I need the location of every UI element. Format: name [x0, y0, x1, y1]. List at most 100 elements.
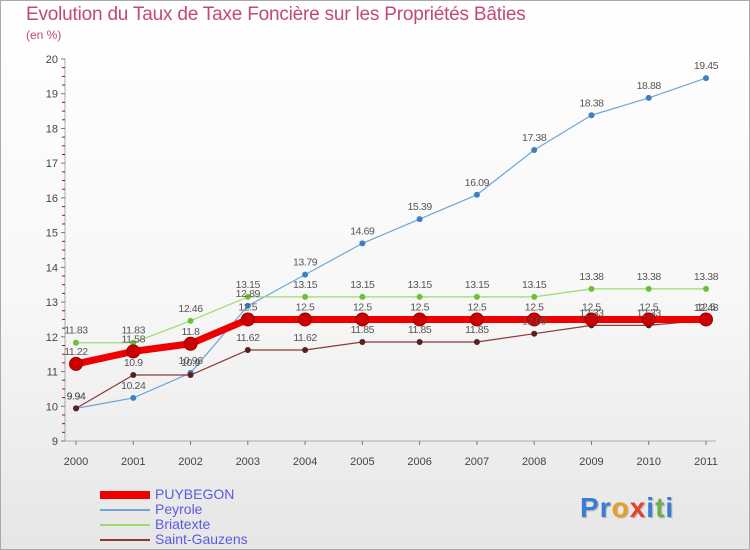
- data-label-puybegon: 12.5: [296, 301, 315, 313]
- data-label-briatexte: 13.15: [293, 279, 318, 291]
- data-point-saint-gauzens: [244, 347, 251, 354]
- data-point-puybegon: [584, 312, 599, 327]
- data-label-saint-gauzens: 12.33: [579, 307, 604, 319]
- data-label-briatexte: 13.15: [350, 279, 375, 291]
- y-tick-label: 11: [47, 367, 58, 379]
- legend-swatch-puybegon: [100, 491, 150, 499]
- data-label-saint-gauzens: 9.94: [67, 390, 86, 402]
- data-point-saint-gauzens: [302, 347, 309, 354]
- data-label-briatexte: 13.15: [407, 279, 432, 291]
- data-point-briatexte: [359, 293, 366, 300]
- data-label-puybegon: 11.58: [122, 333, 146, 345]
- x-tick-label: 2006: [407, 456, 431, 468]
- logo-letter: x: [629, 492, 647, 523]
- data-label-saint-gauzens: 12.48: [694, 302, 719, 314]
- data-point-saint-gauzens: [359, 339, 366, 346]
- y-tick-label: 9: [52, 436, 58, 448]
- data-label-briatexte: 11.83: [64, 325, 88, 337]
- data-label-briatexte: 12.46: [178, 303, 203, 315]
- data-label-saint-gauzens: 11.62: [293, 332, 317, 344]
- data-point-puybegon: [298, 312, 313, 327]
- data-point-peyrole: [531, 146, 538, 153]
- data-point-puybegon: [641, 312, 656, 327]
- logo-letter: i: [646, 492, 656, 523]
- data-label-puybegon: 12.5: [353, 301, 372, 313]
- data-label-peyrole: 12.89: [236, 288, 261, 300]
- data-label-puybegon: 12.5: [467, 301, 486, 313]
- y-tick-label: 15: [46, 228, 58, 240]
- data-point-briatexte: [703, 285, 709, 292]
- data-point-peyrole: [703, 75, 709, 82]
- data-label-briatexte: 13.38: [694, 271, 719, 283]
- legend-label-saint-gauzens: Saint-Gauzens: [155, 531, 248, 547]
- series-line-briatexte: [75, 288, 707, 344]
- y-tick-label: 13: [46, 297, 58, 309]
- y-tick-label: 10: [46, 401, 58, 413]
- x-tick-label: 2008: [522, 456, 546, 468]
- legend-swatch-briatexte: [100, 524, 150, 526]
- data-point-puybegon: [240, 312, 255, 327]
- data-label-saint-gauzens: 10.9: [124, 357, 143, 369]
- data-point-briatexte: [130, 339, 137, 346]
- data-point-puybegon: [69, 356, 83, 371]
- logo-letter: t: [655, 492, 666, 523]
- data-label-briatexte: 13.15: [465, 279, 490, 291]
- data-point-puybegon: [412, 312, 427, 327]
- data-label-peyrole: 10.96: [178, 355, 203, 367]
- data-point-puybegon: [355, 312, 370, 327]
- logo-letter: i: [665, 492, 675, 523]
- data-point-peyrole: [359, 240, 366, 247]
- y-tick-label: 20: [46, 54, 58, 66]
- data-point-saint-gauzens: [473, 339, 480, 346]
- data-label-saint-gauzens: 11.85: [465, 324, 489, 336]
- data-label-puybegon: 11.8: [182, 326, 201, 338]
- data-label-peyrole: 15.39: [407, 201, 432, 213]
- data-label-saint-gauzens: 11.85: [351, 324, 375, 336]
- x-tick-label: 2011: [694, 456, 718, 468]
- data-point-puybegon: [527, 312, 542, 327]
- data-point-briatexte: [473, 293, 480, 300]
- data-point-saint-gauzens: [130, 372, 137, 379]
- data-point-briatexte: [73, 339, 79, 346]
- data-label-puybegon: 12.5: [639, 301, 658, 313]
- legend-swatch-saint-gauzens: [100, 539, 150, 541]
- x-tick-label: 2004: [293, 456, 317, 468]
- data-label-briatexte: 13.38: [637, 271, 662, 283]
- x-tick-label: 2003: [236, 456, 260, 468]
- data-point-briatexte: [531, 293, 538, 300]
- logo-letter: r: [599, 492, 612, 523]
- data-point-briatexte: [588, 285, 595, 292]
- data-label-peyrole: 18.88: [637, 80, 662, 92]
- x-tick-label: 2007: [465, 456, 489, 468]
- legend-swatch-peyrole: [100, 509, 150, 511]
- data-point-saint-gauzens: [416, 339, 423, 346]
- data-point-puybegon: [469, 312, 484, 327]
- chart-title: Evolution du Taux de Taxe Foncière sur l…: [26, 4, 526, 25]
- y-tick-label: 19: [46, 89, 58, 101]
- data-point-saint-gauzens: [73, 405, 79, 412]
- data-label-briatexte: 13.38: [579, 271, 604, 283]
- data-point-saint-gauzens: [531, 330, 538, 337]
- data-label-peyrole: 19.45: [694, 60, 719, 72]
- y-tick-label: 14: [46, 262, 58, 274]
- data-label-saint-gauzens: 11.62: [236, 332, 260, 344]
- data-label-saint-gauzens: 12.33: [637, 307, 662, 319]
- data-point-briatexte: [187, 317, 194, 324]
- data-point-briatexte: [416, 293, 423, 300]
- data-label-briatexte: 13.15: [236, 279, 261, 291]
- legend-label-briatexte: Briatexte: [155, 516, 211, 532]
- y-tick-label: 16: [46, 193, 58, 205]
- data-label-puybegon: 12.5: [525, 301, 544, 313]
- data-label-peyrole: 17.38: [522, 132, 547, 144]
- data-point-puybegon: [699, 312, 713, 327]
- data-point-briatexte: [645, 285, 652, 292]
- x-tick-label: 2001: [121, 456, 145, 468]
- x-tick-label: 2002: [178, 456, 202, 468]
- series-line-saint-gauzens: [75, 319, 707, 409]
- series-line-peyrole: [75, 77, 707, 409]
- data-label-puybegon: 12.5: [238, 301, 257, 313]
- data-point-briatexte: [302, 293, 309, 300]
- data-label-briatexte: 13.15: [522, 279, 547, 291]
